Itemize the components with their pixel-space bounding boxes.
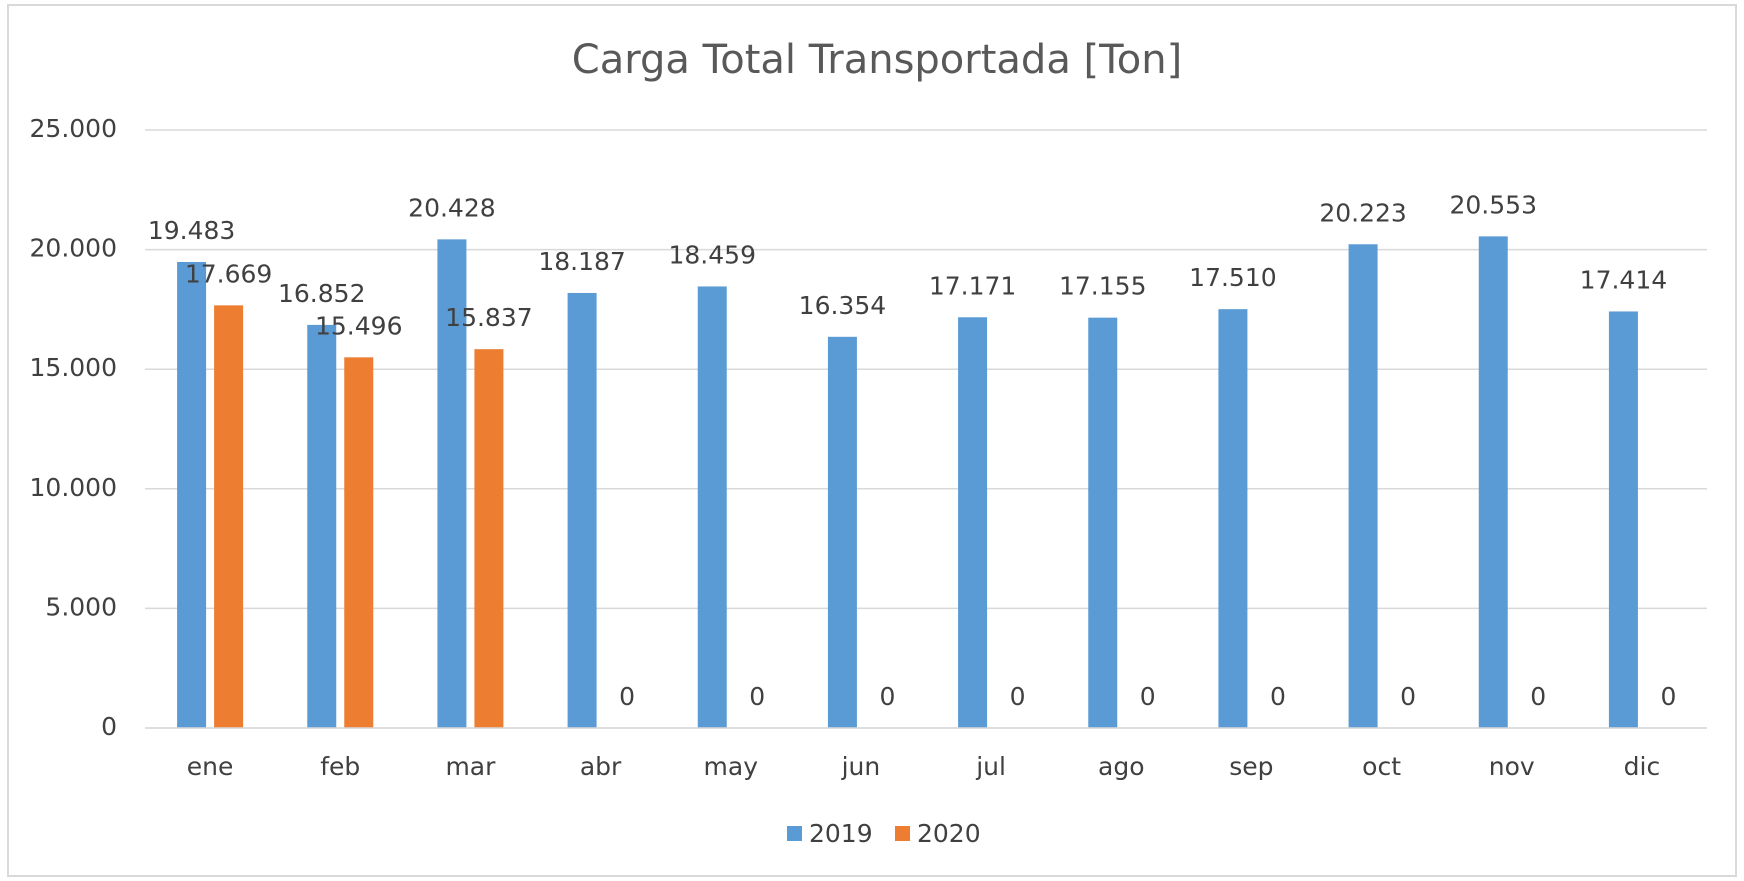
bar bbox=[1348, 244, 1378, 728]
y-tick-label: 15.000 bbox=[30, 353, 117, 382]
x-tick-label: feb bbox=[320, 752, 360, 781]
bar bbox=[958, 317, 988, 728]
data-label: 17.171 bbox=[929, 271, 1016, 300]
data-label: 17.155 bbox=[1059, 272, 1146, 301]
y-tick-label: 20.000 bbox=[30, 234, 117, 263]
bar bbox=[474, 349, 504, 728]
y-tick-label: 0 bbox=[101, 712, 117, 741]
data-label: 16.852 bbox=[278, 279, 365, 308]
legend-label: 2020 bbox=[917, 819, 981, 848]
legend-swatch bbox=[895, 826, 910, 841]
bar bbox=[1218, 309, 1248, 728]
data-label: 0 bbox=[1400, 682, 1416, 711]
bar bbox=[567, 292, 597, 728]
bar bbox=[827, 336, 857, 728]
x-tick-label: oct bbox=[1362, 752, 1401, 781]
x-tick-label: mar bbox=[445, 752, 496, 781]
data-label: 19.483 bbox=[148, 216, 235, 245]
data-label: 17.510 bbox=[1189, 263, 1276, 292]
x-tick-label: sep bbox=[1229, 752, 1273, 781]
legend-label: 2019 bbox=[809, 819, 873, 848]
data-label: 18.187 bbox=[538, 247, 625, 276]
x-tick-label: ene bbox=[187, 752, 234, 781]
bar bbox=[344, 357, 374, 728]
x-tick-label: may bbox=[704, 752, 759, 781]
data-label: 20.553 bbox=[1450, 190, 1537, 219]
data-label: 15.496 bbox=[315, 311, 402, 340]
legend-swatch bbox=[787, 826, 802, 841]
x-tick-label: nov bbox=[1489, 752, 1535, 781]
x-tick-label: ago bbox=[1098, 752, 1144, 781]
data-label: 20.428 bbox=[408, 193, 495, 222]
chart-title: Carga Total Transportada [Ton] bbox=[572, 37, 1182, 83]
bar bbox=[437, 239, 467, 728]
bar bbox=[1478, 236, 1508, 728]
data-label: 0 bbox=[1530, 682, 1546, 711]
y-tick-label: 25.000 bbox=[30, 114, 117, 143]
y-tick-label: 5.000 bbox=[45, 592, 117, 621]
x-tick-label: abr bbox=[580, 752, 622, 781]
data-label: 15.837 bbox=[445, 303, 532, 332]
data-label: 16.354 bbox=[799, 291, 886, 320]
x-tick-label: dic bbox=[1624, 752, 1661, 781]
bar bbox=[307, 324, 337, 728]
y-tick-label: 10.000 bbox=[30, 473, 117, 502]
bar bbox=[697, 286, 727, 728]
data-label: 0 bbox=[1140, 682, 1156, 711]
x-tick-label: jul bbox=[975, 752, 1006, 781]
data-label: 0 bbox=[619, 682, 635, 711]
data-label: 17.414 bbox=[1580, 265, 1667, 294]
bar bbox=[177, 261, 207, 728]
bar bbox=[1088, 317, 1118, 728]
data-label: 18.459 bbox=[669, 240, 756, 269]
data-label: 17.669 bbox=[185, 259, 272, 288]
data-label: 20.223 bbox=[1319, 198, 1406, 227]
data-label: 0 bbox=[749, 682, 765, 711]
data-label: 0 bbox=[879, 682, 895, 711]
data-label: 0 bbox=[1010, 682, 1026, 711]
x-tick-label: jun bbox=[841, 752, 881, 781]
data-label: 0 bbox=[1660, 682, 1676, 711]
bar bbox=[1608, 311, 1638, 728]
chart-border bbox=[7, 4, 1737, 877]
bar bbox=[214, 305, 244, 728]
data-label: 0 bbox=[1270, 682, 1286, 711]
